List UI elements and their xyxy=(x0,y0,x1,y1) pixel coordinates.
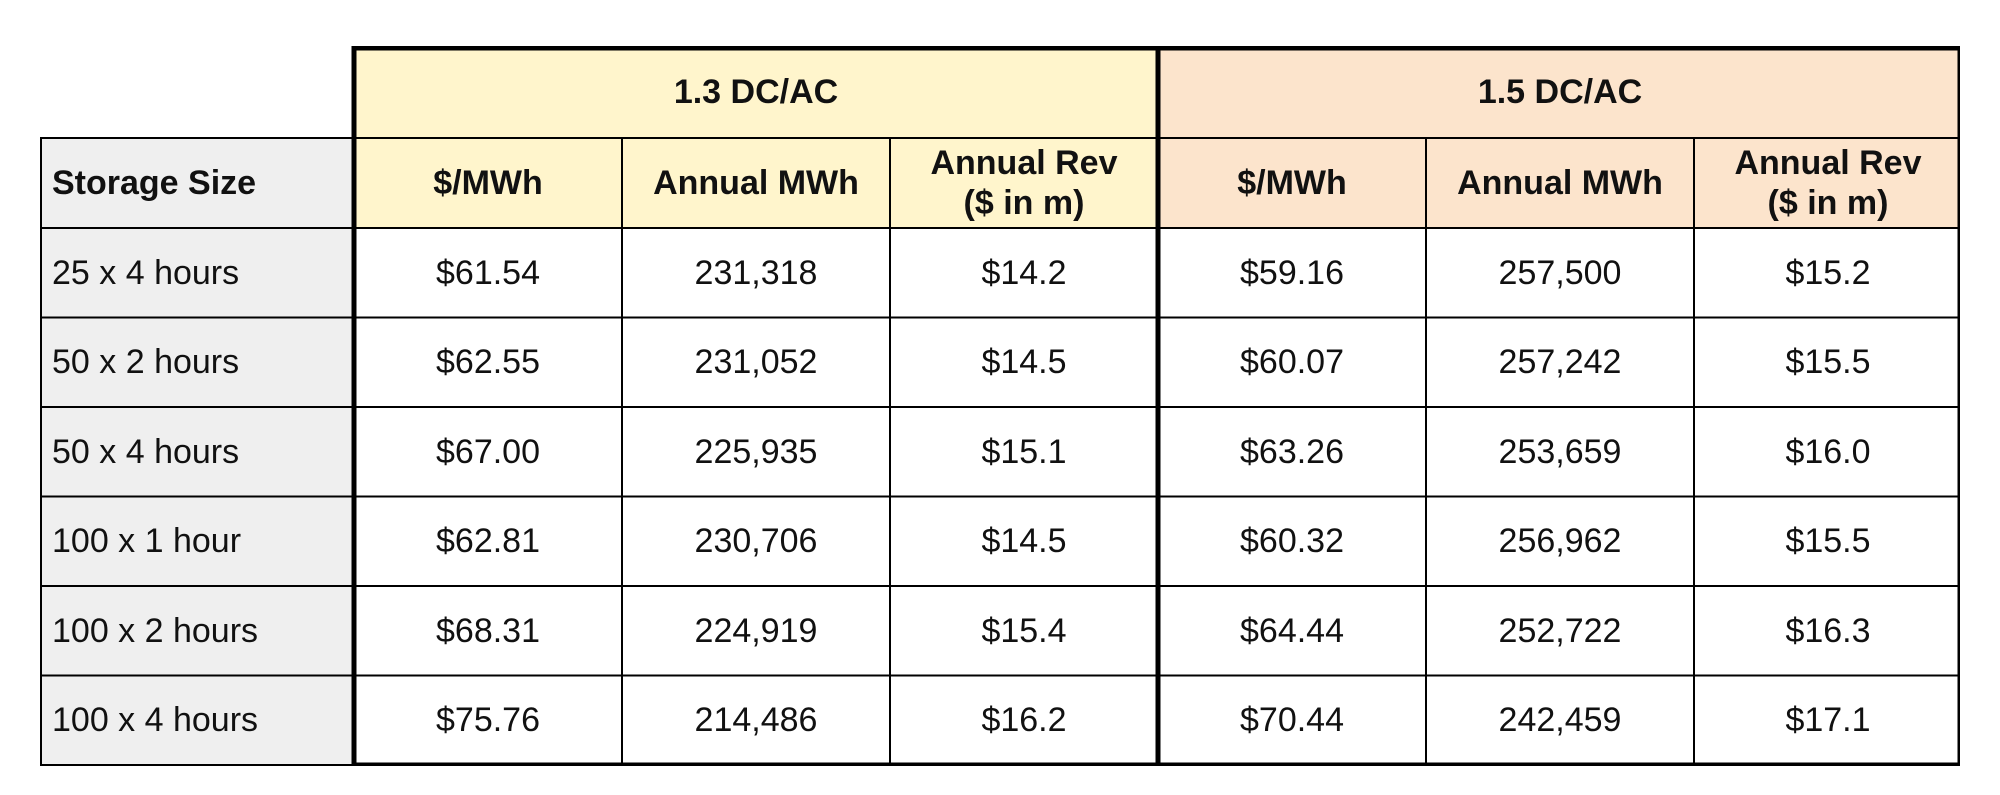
column-header: $/MWh xyxy=(1237,164,1347,202)
table-cell: 252,722 xyxy=(1498,611,1622,650)
table-cell: $15.2 xyxy=(1785,253,1871,292)
table-cell: $59.16 xyxy=(1240,253,1344,292)
table-cell: 242,459 xyxy=(1498,701,1622,740)
column-header: Annual MWh xyxy=(1457,164,1663,202)
storage-size-cell: 50 x 2 hours xyxy=(52,343,240,382)
revenue-table: 1.3 DC/AC 1.5 DC/AC Storage Size $/MWh Annua… xyxy=(40,46,1960,766)
column-header: Annual MWh xyxy=(653,164,859,202)
table-cell: $67.00 xyxy=(436,432,540,471)
column-header: Annual Rev ($ in m) xyxy=(1694,138,1962,228)
table-cell: $14.2 xyxy=(981,253,1067,292)
table-cell: $63.26 xyxy=(1240,432,1344,471)
table-cell: $16.3 xyxy=(1785,611,1871,650)
table-grid xyxy=(40,46,1960,766)
table-cell: 225,935 xyxy=(694,432,818,471)
table-cell: $15.5 xyxy=(1785,343,1871,382)
table-cell: $17.1 xyxy=(1785,701,1871,740)
table-cell: 214,486 xyxy=(694,701,818,740)
table-cell: 257,500 xyxy=(1498,253,1622,292)
table-cell: 231,052 xyxy=(694,343,818,382)
table-cell: 224,919 xyxy=(694,611,818,650)
storage-size-cell: 100 x 4 hours xyxy=(52,701,259,740)
table-cell: $15.4 xyxy=(981,611,1067,650)
storage-size-cell: 25 x 4 hours xyxy=(52,253,240,292)
column-header-line1: Annual Rev xyxy=(930,144,1118,182)
column-header-line1: Annual Rev xyxy=(1734,144,1922,182)
row-header-label: Storage Size xyxy=(52,164,257,202)
table-cell: $15.5 xyxy=(1785,522,1871,561)
row-header-background xyxy=(40,138,354,765)
storage-size-cell: 50 x 4 hours xyxy=(52,432,240,471)
table-cell: $62.81 xyxy=(436,522,540,561)
table-cell: $60.07 xyxy=(1240,343,1344,382)
table-cell: $61.54 xyxy=(436,253,540,292)
column-header: Annual Rev ($ in m) xyxy=(890,138,1158,228)
column-header-line2: ($ in m) xyxy=(1767,184,1889,222)
table-cell: 253,659 xyxy=(1498,432,1622,471)
table-cell: $16.0 xyxy=(1785,432,1871,471)
table-cell: $60.32 xyxy=(1240,522,1344,561)
table-cell: 231,318 xyxy=(694,253,818,292)
table-cell: $16.2 xyxy=(981,701,1067,740)
table-cell: 257,242 xyxy=(1498,343,1622,382)
storage-size-cell: 100 x 2 hours xyxy=(52,611,259,650)
group-header-2: 1.5 DC/AC xyxy=(1477,73,1643,111)
table-cell: $62.55 xyxy=(436,343,540,382)
group-header-1: 1.3 DC/AC xyxy=(673,73,839,111)
table-cell: $15.1 xyxy=(981,432,1067,471)
column-header: $/MWh xyxy=(433,164,543,202)
table-cell: 230,706 xyxy=(694,522,818,561)
table-cell: $14.5 xyxy=(981,522,1067,561)
table-cell: $75.76 xyxy=(436,701,540,740)
column-header-line2: ($ in m) xyxy=(963,184,1085,222)
table-cell: $14.5 xyxy=(981,343,1067,382)
table-cell: $68.31 xyxy=(436,611,540,650)
table-cell: $64.44 xyxy=(1240,611,1344,650)
storage-size-cell: 100 x 1 hour xyxy=(52,522,242,561)
table-cell: $70.44 xyxy=(1240,701,1344,740)
table-cell: 256,962 xyxy=(1498,522,1622,561)
